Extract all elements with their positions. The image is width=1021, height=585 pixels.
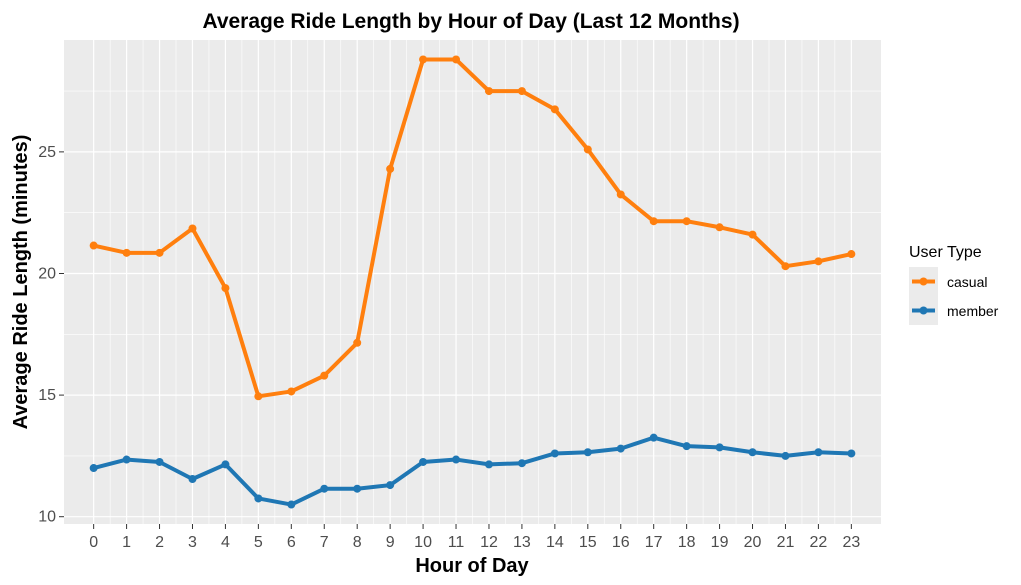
x-tick-label: 12	[480, 534, 498, 551]
data-point-casual	[847, 250, 855, 258]
x-tick-label: 14	[546, 534, 564, 551]
data-point-casual	[814, 257, 822, 265]
data-point-casual	[188, 224, 196, 232]
y-axis: 10 15 20 25	[38, 144, 64, 526]
data-point-casual	[90, 242, 98, 250]
data-point-member	[847, 449, 855, 457]
x-tick-label: 5	[254, 534, 263, 551]
x-tick-label: 15	[579, 534, 597, 551]
x-tick-label: 3	[188, 534, 197, 551]
legend-key-point	[920, 307, 928, 315]
x-tick-label: 17	[645, 534, 663, 551]
chart-title: Average Ride Length by Hour of Day (Last…	[202, 10, 739, 33]
data-point-casual	[287, 387, 295, 395]
data-point-member	[749, 448, 757, 456]
data-point-casual	[123, 249, 131, 257]
y-tick-label: 15	[38, 387, 56, 404]
x-tick-label: 23	[842, 534, 860, 551]
data-point-casual	[419, 55, 427, 63]
data-point-casual	[518, 87, 526, 95]
data-point-casual	[749, 231, 757, 239]
y-tick-label: 10	[38, 509, 56, 526]
data-point-member	[419, 458, 427, 466]
x-tick-label: 16	[612, 534, 630, 551]
x-axis-title: Hour of Day	[415, 555, 529, 577]
data-point-member	[551, 449, 559, 457]
data-point-casual	[353, 339, 361, 347]
x-axis: 0 1 2 3 4 5 6 7 8 9 10 11 12 13 14 15 16 17 18 19 20 21 22 23	[89, 524, 860, 551]
data-point-member	[353, 485, 361, 493]
legend-key-point	[920, 278, 928, 286]
data-point-casual	[320, 372, 328, 380]
x-tick-label: 20	[744, 534, 762, 551]
x-tick-label: 18	[678, 534, 696, 551]
data-point-member	[156, 458, 164, 466]
data-point-member	[617, 445, 625, 453]
data-point-casual	[551, 105, 559, 113]
x-tick-label: 8	[353, 534, 362, 551]
data-point-member	[584, 448, 592, 456]
data-point-casual	[386, 165, 394, 173]
data-point-member	[716, 443, 724, 451]
y-tick-label: 20	[38, 265, 56, 282]
x-tick-label: 1	[122, 534, 131, 551]
x-tick-label: 22	[810, 534, 828, 551]
data-point-casual	[156, 249, 164, 257]
legend-title: User Type	[909, 244, 982, 261]
data-point-member	[781, 452, 789, 460]
legend-label: casual	[947, 274, 987, 290]
legend: User Type casual member	[909, 244, 999, 325]
data-point-member	[90, 464, 98, 472]
x-tick-label: 4	[221, 534, 230, 551]
data-point-member	[254, 494, 262, 502]
x-tick-label: 19	[711, 534, 729, 551]
legend-item-casual: casual	[909, 267, 987, 296]
x-tick-label: 7	[320, 534, 329, 551]
data-point-member	[287, 501, 295, 509]
x-tick-label: 10	[414, 534, 432, 551]
data-point-casual	[584, 145, 592, 153]
x-tick-label: 0	[89, 534, 98, 551]
data-point-member	[320, 485, 328, 493]
x-tick-label: 11	[448, 534, 465, 551]
data-point-member	[386, 481, 394, 489]
data-point-member	[123, 456, 131, 464]
x-tick-label: 13	[513, 534, 531, 551]
data-point-casual	[781, 262, 789, 270]
data-point-casual	[485, 87, 493, 95]
data-point-member	[188, 475, 196, 483]
data-point-member	[650, 434, 658, 442]
data-point-casual	[716, 223, 724, 231]
data-point-member	[221, 460, 229, 468]
legend-item-member: member	[909, 296, 999, 325]
data-point-member	[814, 448, 822, 456]
data-point-casual	[683, 217, 691, 225]
legend-label: member	[947, 303, 999, 319]
data-point-member	[683, 442, 691, 450]
data-point-casual	[254, 392, 262, 400]
data-point-casual	[452, 55, 460, 63]
data-point-member	[452, 456, 460, 464]
x-tick-label: 9	[386, 534, 395, 551]
x-tick-label: 6	[287, 534, 296, 551]
data-point-member	[485, 460, 493, 468]
x-tick-label: 2	[155, 534, 164, 551]
y-axis-title: Average Ride Length (minutes)	[10, 135, 32, 430]
y-tick-label: 25	[38, 144, 56, 161]
data-point-casual	[650, 217, 658, 225]
data-point-casual	[617, 190, 625, 198]
data-point-member	[518, 459, 526, 467]
data-point-casual	[221, 284, 229, 292]
x-tick-label: 21	[777, 534, 795, 551]
